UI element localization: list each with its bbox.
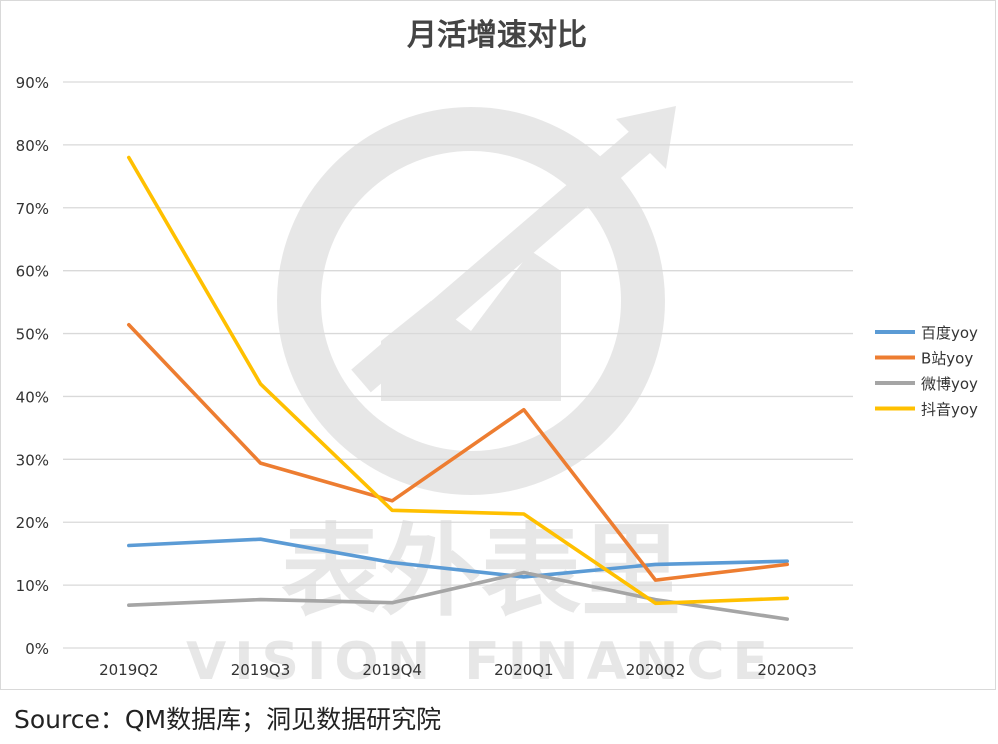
x-tick-label: 2020Q3 <box>757 661 817 679</box>
series-lines <box>127 155 790 621</box>
watermark-english: VISION FINANCE <box>186 632 776 691</box>
chart-title: 月活增速对比 <box>407 18 587 53</box>
y-tick-label: 30% <box>16 451 49 469</box>
y-tick-label: 60% <box>16 263 49 281</box>
x-tick-label: 2019Q3 <box>231 661 291 679</box>
x-tick-label: 2019Q4 <box>362 661 422 679</box>
series-line <box>127 322 790 582</box>
y-tick-label: 0% <box>25 640 49 658</box>
source-note: Source：QM数据库；洞见数据研究院 <box>14 705 442 734</box>
y-tick-label: 70% <box>16 200 49 218</box>
y-axis-ticks: 0% 10% 20% 30% 40% 50% 60% 70% 80% 90% <box>16 74 49 658</box>
y-tick-label: 10% <box>16 577 49 595</box>
series-line <box>127 537 790 579</box>
y-tick-label: 90% <box>16 74 49 92</box>
y-tick-label: 40% <box>16 388 49 406</box>
legend-label: 微博yoy <box>921 375 978 393</box>
legend-label: 抖音yoy <box>921 401 978 419</box>
y-tick-label: 80% <box>16 137 49 155</box>
chart-frame: 表外表里 VISION FINANCE 月活增速对比 0% 10% 20% 30% 40… <box>0 0 996 691</box>
line-chart: 表外表里 VISION FINANCE 月活增速对比 0%10%20%30%40… <box>16 18 978 691</box>
series-line <box>127 155 790 606</box>
x-tick-label: 2019Q2 <box>99 661 159 679</box>
gridlines <box>63 81 853 649</box>
legend: 百度yoy B站yoy 微博yoy 抖音yoy <box>875 324 978 419</box>
x-tick-label: 2020Q2 <box>626 661 686 679</box>
y-tick-label: 50% <box>16 326 49 344</box>
legend-label: B站yoy <box>921 350 973 368</box>
legend-label: 百度yoy <box>921 324 978 342</box>
y-tick-label: 20% <box>16 514 49 532</box>
x-tick-label: 2020Q1 <box>494 661 554 679</box>
x-axis-ticks: 2019Q2 2019Q3 2019Q4 2020Q1 2020Q2 2020Q3 <box>99 661 817 679</box>
